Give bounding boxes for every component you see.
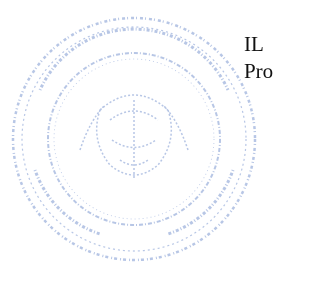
seal-inner-ring (54, 59, 214, 219)
page: IL Pro (0, 0, 278, 282)
text-line: IL (244, 34, 264, 55)
seal-ring (22, 27, 246, 251)
seal-emblem (80, 95, 188, 180)
seal-outer-ring (13, 18, 255, 260)
text-line: Pro (244, 61, 273, 82)
seal-inner-ring (48, 53, 220, 225)
seal-lettering (35, 29, 233, 234)
seal-stamp (0, 0, 278, 282)
